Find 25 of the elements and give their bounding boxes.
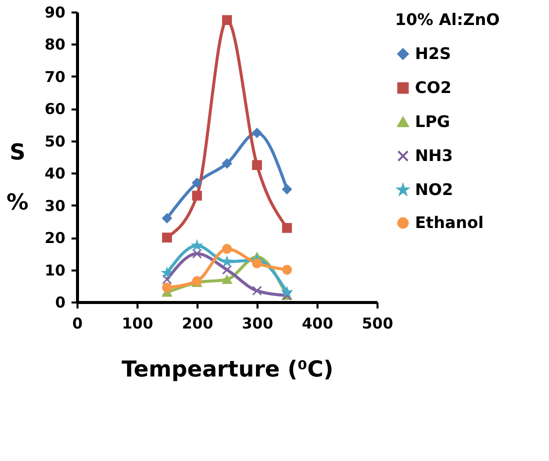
y-tick-label: 80	[44, 36, 66, 54]
y-tick-label: 40	[44, 164, 66, 183]
y-tick-label: 20	[44, 229, 66, 248]
y-tick-label: 60	[44, 100, 66, 118]
legend-label: NH3	[415, 146, 453, 165]
y-axis-title: S %	[6, 140, 29, 216]
legend-title: 10% Al:ZnO	[395, 10, 500, 29]
y-tick-label: 50	[44, 132, 66, 150]
x-tick-label: 100	[122, 314, 154, 332]
x-tick-label: 500	[362, 314, 394, 332]
x-tick-label: 200	[182, 314, 214, 332]
y-tick-label: 0	[55, 294, 66, 312]
legend-label: Ethanol	[415, 213, 484, 232]
legend-label: H2S	[415, 44, 452, 63]
y-tick-label: 10	[44, 261, 66, 280]
x-tick-label: 0	[72, 314, 83, 332]
x-tick-label: 300	[242, 314, 274, 332]
y-tick-label: 30	[44, 196, 66, 215]
y-tick-label: 70	[44, 68, 66, 86]
x-axis-title: Tempearture (⁰C)	[122, 358, 334, 382]
legend-label: CO2	[415, 78, 452, 97]
y-tick-label: 90	[44, 4, 66, 22]
x-tick-label: 400	[302, 314, 334, 332]
legend-label: LPG	[415, 112, 450, 131]
legend-label: NO2	[415, 180, 454, 199]
